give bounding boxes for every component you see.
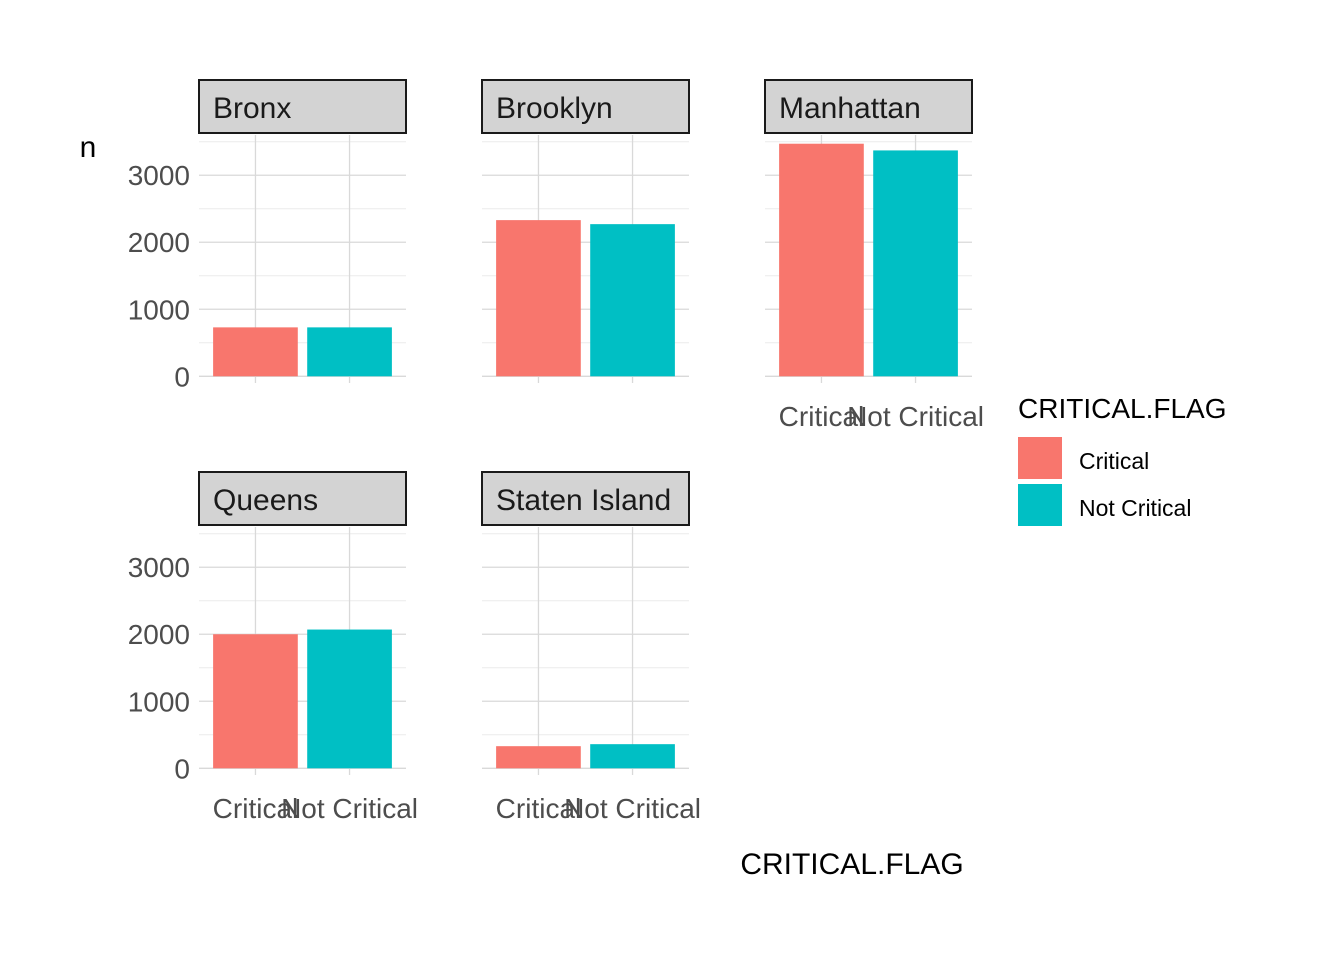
legend-title: CRITICAL.FLAG <box>1018 393 1226 424</box>
facet-strip <box>764 79 973 134</box>
bar-queens-critical <box>213 634 298 769</box>
legend-key-critical <box>1018 437 1062 479</box>
y-tick-label: 1000 <box>128 686 190 717</box>
facet-panel-bronx: Bronx 0 1000 2000 3000 <box>128 79 407 392</box>
bar-bronx-critical <box>213 327 298 377</box>
facet-strip-label: Brooklyn <box>496 92 613 125</box>
facet-panels: Bronx 0 1000 2000 3000 Brooklyn Manhattan Criti… <box>128 79 984 824</box>
facet-strip-label: Manhattan <box>779 92 921 125</box>
bar-manhattan-not-critical <box>873 150 958 377</box>
x-axis-title: CRITICAL.FLAG <box>740 848 963 881</box>
bar-queens-not-critical <box>307 629 392 769</box>
y-tick-label: 1000 <box>128 294 190 325</box>
bar-manhattan-critical <box>779 143 864 377</box>
x-tick-label: Critical <box>779 401 865 432</box>
legend-label-not-critical: Not Critical <box>1079 495 1191 521</box>
bar-brooklyn-critical <box>496 220 581 377</box>
y-axis-title: n <box>80 131 97 164</box>
x-tick-label: Not Critical <box>281 793 418 824</box>
y-tick-label: 3000 <box>128 552 190 583</box>
y-tick-label: 2000 <box>128 227 190 258</box>
x-tick-label: Not Critical <box>847 401 984 432</box>
x-tick-label: Critical <box>213 793 299 824</box>
bar-brooklyn-not-critical <box>590 224 675 377</box>
x-tick-label: Critical <box>496 793 582 824</box>
x-tick-label: Not Critical <box>564 793 701 824</box>
facet-panel-brooklyn: Brooklyn <box>481 79 690 383</box>
facet-strip <box>481 79 690 134</box>
bar-bronx-not-critical <box>307 327 392 377</box>
facet-strip-label: Bronx <box>213 92 291 125</box>
y-tick-label: 2000 <box>128 619 190 650</box>
bar-staten-island-critical <box>496 746 581 769</box>
legend-label-critical: Critical <box>1079 448 1149 474</box>
facet-strip <box>198 79 407 134</box>
facet-strip <box>198 471 407 526</box>
y-tick-label: 0 <box>174 753 190 784</box>
y-tick-label: 0 <box>174 361 190 392</box>
facet-strip <box>481 471 690 526</box>
legend: CRITICAL.FLAG Critical Not Critical <box>1018 393 1226 526</box>
legend-key-not-critical <box>1018 484 1062 526</box>
y-tick-label: 3000 <box>128 160 190 191</box>
facet-strip-label: Queens <box>213 484 318 517</box>
facet-strip-label: Staten Island <box>496 484 671 517</box>
bar-staten-island-not-critical <box>590 744 675 769</box>
